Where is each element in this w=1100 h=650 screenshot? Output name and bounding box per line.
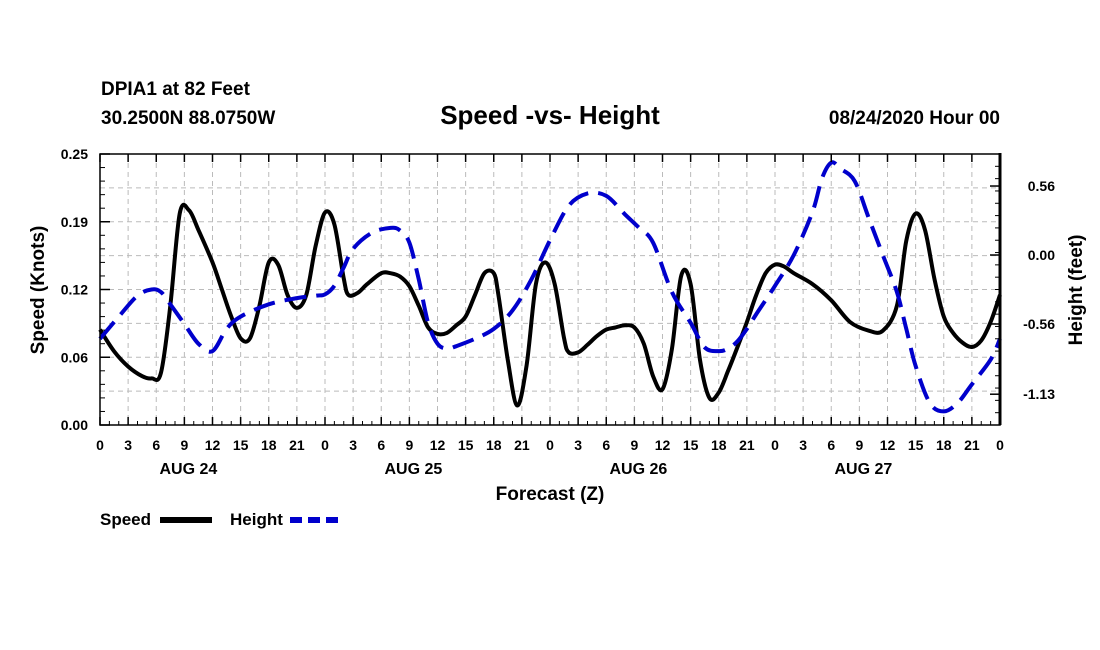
y-axis-label: Speed (Knots): [28, 226, 49, 355]
x-tick-label: 21: [289, 437, 305, 453]
x-tick-label: 15: [683, 437, 699, 453]
x-tick-label: 6: [377, 437, 385, 453]
x-tick-label: 0: [546, 437, 554, 453]
series-layer: [98, 160, 1002, 414]
chart-title: Speed -vs- Height: [440, 100, 660, 130]
day-label: AUG 26: [609, 461, 667, 478]
x-tick-label: 9: [180, 437, 188, 453]
x-tick-label: 21: [514, 437, 530, 453]
x-tick-label: 9: [855, 437, 863, 453]
x-tick-label: 21: [964, 437, 980, 453]
x-tick-label: 12: [205, 437, 221, 453]
datetime-label: 08/24/2020 Hour 00: [829, 108, 1000, 129]
x-tick-label: 0: [996, 437, 1004, 453]
x-tick-label: 3: [124, 437, 132, 453]
series-height-line: [98, 160, 1002, 414]
x-tick-label: 3: [799, 437, 807, 453]
y-tick-label: 0.06: [61, 349, 88, 365]
x-tick-label: 12: [430, 437, 446, 453]
day-label: AUG 25: [384, 461, 442, 478]
x-tick-label: 15: [233, 437, 249, 453]
x-tick-label: 3: [574, 437, 582, 453]
x-tick-label: 15: [458, 437, 474, 453]
y-tick-label: 0.00: [61, 417, 88, 433]
x-axis-label: Forecast (Z): [496, 484, 605, 505]
x-tick-label: 3: [349, 437, 357, 453]
y-tick-label: 0.19: [61, 214, 88, 230]
x-tick-label: 0: [96, 437, 104, 453]
x-tick-label: 0: [771, 437, 779, 453]
station-label: DPIA1 at 82 Feet: [101, 79, 251, 100]
day-label: AUG 27: [834, 461, 892, 478]
day-label: AUG 24: [159, 461, 217, 478]
y-tick-label: 0.25: [61, 146, 88, 162]
x-tick-label: 15: [908, 437, 924, 453]
y-tick-label: 0.12: [61, 282, 88, 298]
legend-height-label: Height: [230, 510, 283, 529]
x-tick-label: 18: [711, 437, 727, 453]
x-tick-label: 18: [936, 437, 952, 453]
y2-tick-label: 0.00: [1028, 247, 1055, 263]
x-tick-label: 9: [630, 437, 638, 453]
axes: 0 3 6 9 12 15 18 21 0 3 6 9 12 15 18 21 0 3 6 9 12 15 18 21 0 3 6 9…: [61, 146, 1055, 478]
x-tick-label: 12: [655, 437, 671, 453]
coords-label: 30.2500N 88.0750W: [101, 108, 275, 129]
grid: [100, 154, 1000, 425]
x-tick-label: 9: [405, 437, 413, 453]
x-tick-label: 21: [739, 437, 755, 453]
x-tick-label: 12: [880, 437, 896, 453]
y2-tick-label: -1.13: [1023, 386, 1055, 402]
y2-tick-label: -0.56: [1023, 316, 1055, 332]
legend: Speed Height: [100, 510, 342, 529]
legend-speed-label: Speed: [100, 510, 151, 529]
y2-tick-label: 0.56: [1028, 178, 1055, 194]
y2-axis-label: Height (feet): [1066, 235, 1087, 346]
x-tick-label: 6: [152, 437, 160, 453]
x-tick-label: 6: [827, 437, 835, 453]
x-tick-label: 18: [261, 437, 277, 453]
x-tick-label: 0: [321, 437, 329, 453]
x-tick-label: 18: [486, 437, 502, 453]
series-speed-line: [98, 202, 1002, 408]
x-tick-label: 6: [602, 437, 610, 453]
